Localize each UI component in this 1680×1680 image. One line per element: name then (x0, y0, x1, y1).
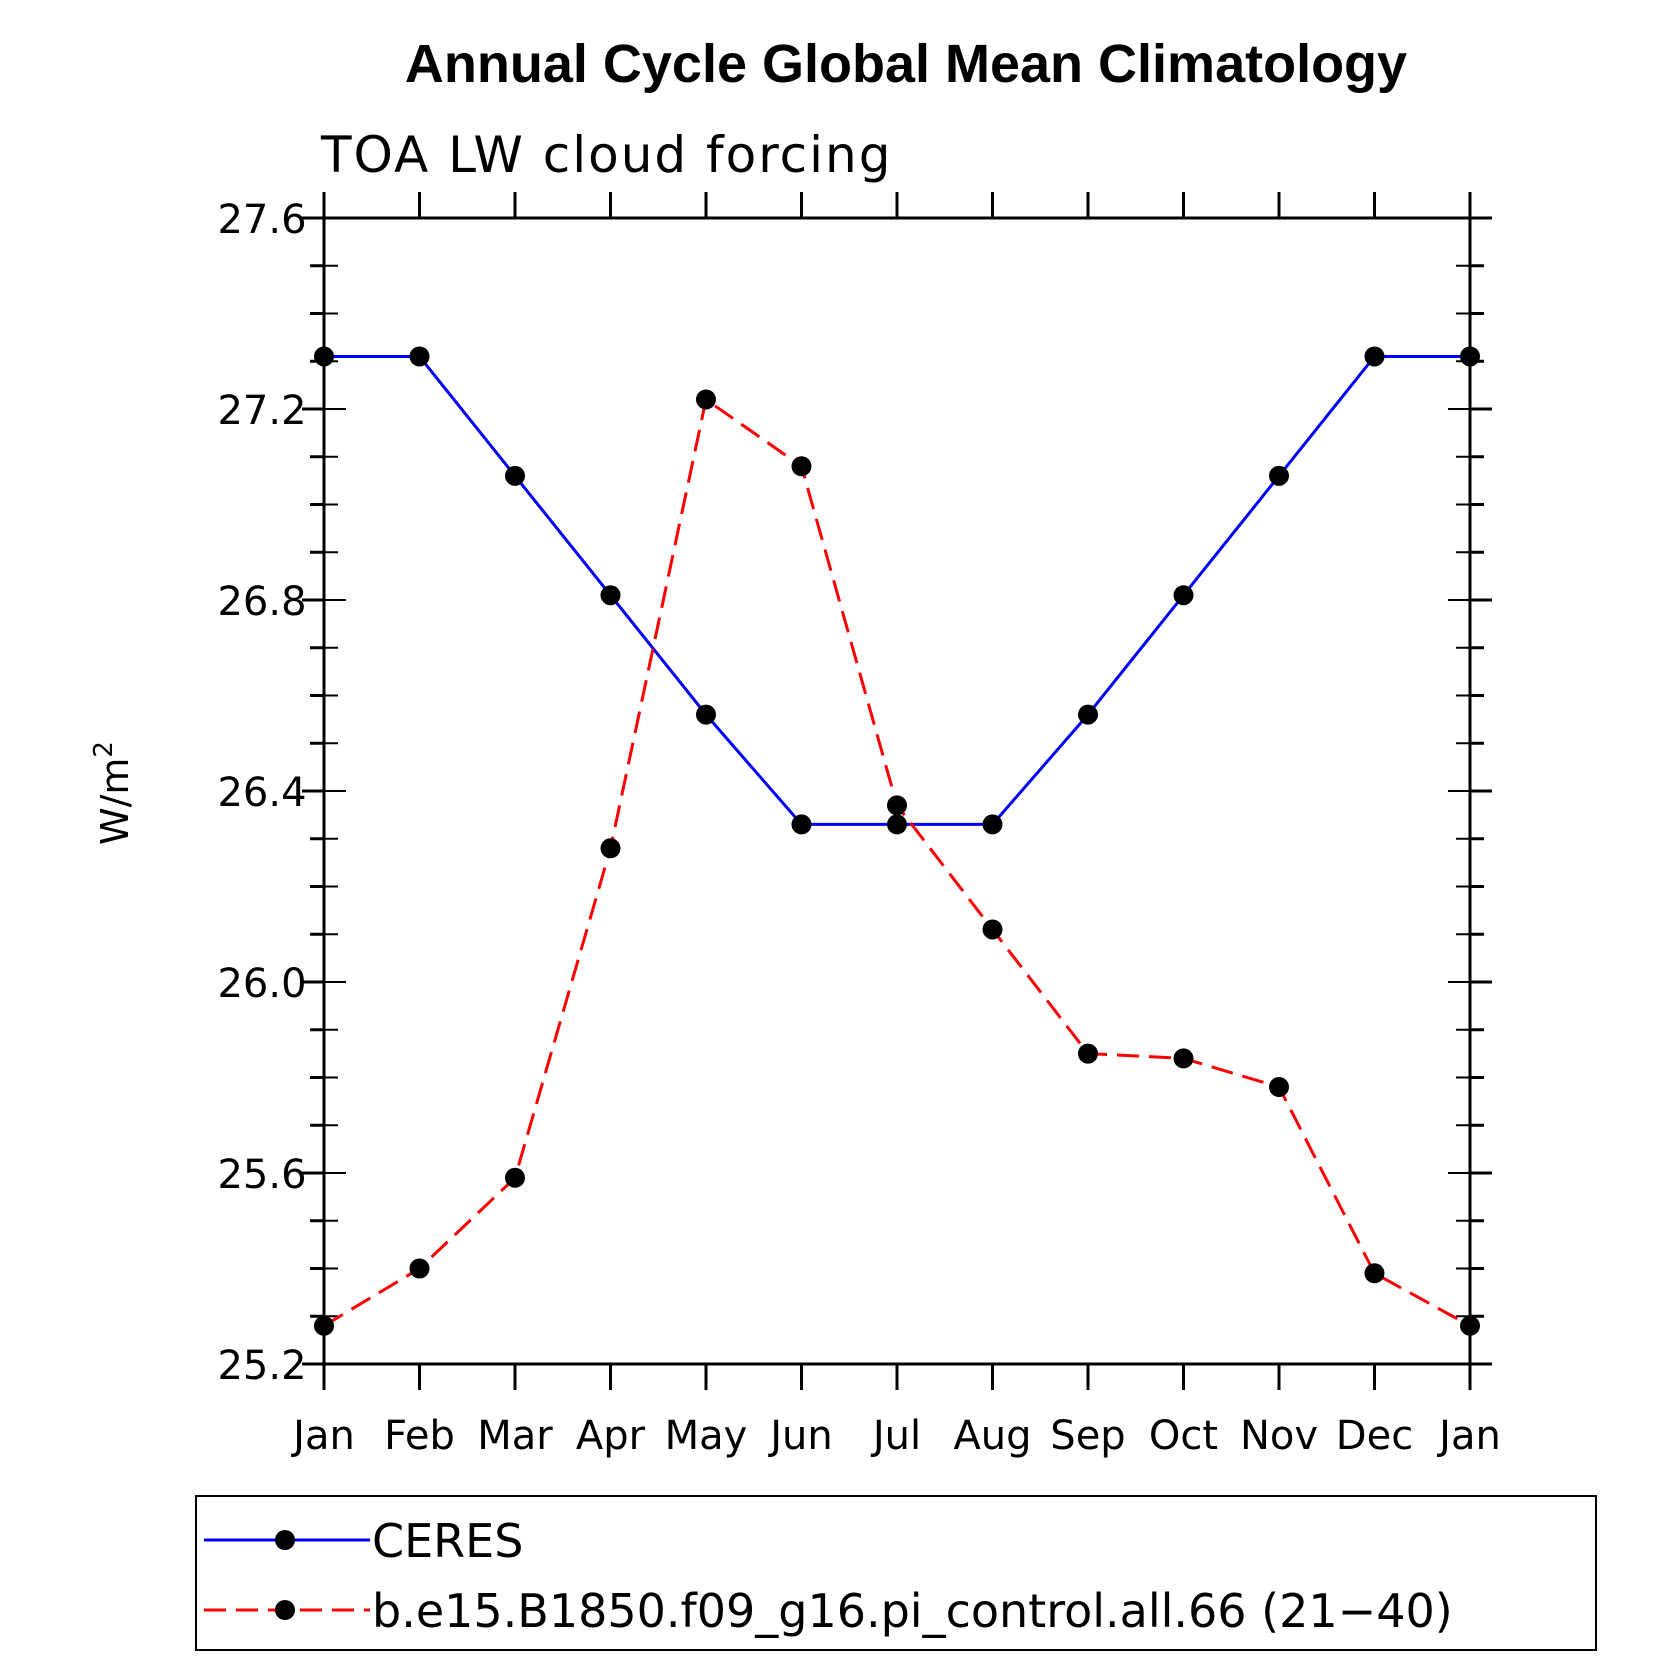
x-axis: Jan Feb Mar Apr May Jun Jul Aug Sep Oct Nov Dec Jan (290, 192, 1501, 1459)
series-line-1 (323, 398, 1471, 1328)
x-tick-label: Jun (767, 1413, 833, 1459)
x-tick-label: Apr (576, 1413, 646, 1459)
legend-label-model: b.e15.B1850.f09_g16.pi_control.all.66 (2… (372, 1584, 1453, 1638)
series-line-0 (324, 355, 1470, 826)
data-point-series-0 (982, 814, 1003, 835)
x-tick-label: Nov (1240, 1413, 1318, 1459)
x-tick-label: Mar (477, 1413, 553, 1459)
data-point-series-0 (409, 346, 430, 367)
data-point-series-1 (1173, 1048, 1194, 1069)
y-tick-label: 26.4 (217, 770, 306, 816)
data-point-series-1 (982, 919, 1003, 940)
chart-subtitle: TOA LW cloud forcing (320, 126, 892, 184)
data-point-series-0 (505, 465, 525, 486)
x-tick-label: Sep (1050, 1413, 1125, 1459)
y-axis-label-superscript: 2 (89, 741, 119, 758)
legend-marker-model (275, 1600, 295, 1620)
chart-title: Annual Cycle Global Mean Climatology (405, 34, 1407, 94)
x-tick-label: Dec (1336, 1413, 1413, 1459)
data-point-series-1 (1460, 1315, 1480, 1336)
y-tick-label: 26.8 (217, 579, 306, 625)
data-point-series-1 (600, 838, 621, 859)
data-point-series-0 (1460, 346, 1480, 367)
data-point-series-1 (409, 1258, 430, 1279)
x-tick-label: May (665, 1413, 748, 1459)
y-tick-label: 25.6 (217, 1152, 306, 1198)
data-point-series-0 (887, 814, 907, 835)
data-point-series-0 (1364, 346, 1385, 367)
data-point-series-1 (505, 1167, 525, 1188)
x-tick-label: Feb (384, 1413, 455, 1459)
plot-frame (322, 216, 1472, 1366)
y-axis-label-base: W/m (93, 758, 137, 845)
data-point-series-1 (1269, 1077, 1289, 1098)
data-point-series-1 (791, 456, 812, 477)
legend: CERES b.e15.B1850.f09_g16.pi_control.all… (195, 1495, 1597, 1651)
y-axis: 25.2 25.6 26.0 26.4 26.8 27.2 27.6 (217, 197, 1492, 1389)
legend-box (195, 1495, 1597, 1651)
y-tick-label: 27.6 (217, 197, 306, 243)
data-point-series-0 (1269, 465, 1289, 486)
series-layer (314, 346, 1480, 1336)
data-point-series-0 (696, 704, 716, 725)
x-tick-label: Aug (953, 1413, 1031, 1459)
x-tick-label: Jul (870, 1413, 921, 1459)
y-tick-label: 27.2 (217, 388, 306, 434)
y-tick-label: 25.2 (217, 1343, 306, 1389)
legend-label-ceres: CERES (372, 1514, 523, 1568)
x-tick-label: Oct (1149, 1413, 1218, 1459)
data-point-series-1 (1078, 1043, 1098, 1064)
data-point-series-1 (887, 795, 907, 816)
data-point-series-0 (1173, 585, 1194, 606)
y-tick-label: 26.0 (217, 961, 306, 1007)
data-point-series-0 (314, 346, 334, 367)
data-point-series-0 (600, 585, 621, 606)
data-point-series-0 (791, 814, 812, 835)
data-point-series-0 (1078, 704, 1098, 725)
data-point-series-1 (1364, 1263, 1385, 1284)
data-point-series-1 (314, 1315, 334, 1336)
legend-marker-ceres (275, 1530, 295, 1550)
x-tick-label: Jan (290, 1413, 355, 1459)
data-point-series-1 (696, 389, 716, 410)
x-tick-label: Jan (1436, 1413, 1501, 1459)
y-axis-label: W/m2 (89, 741, 137, 845)
plot-area (322, 216, 1472, 1366)
